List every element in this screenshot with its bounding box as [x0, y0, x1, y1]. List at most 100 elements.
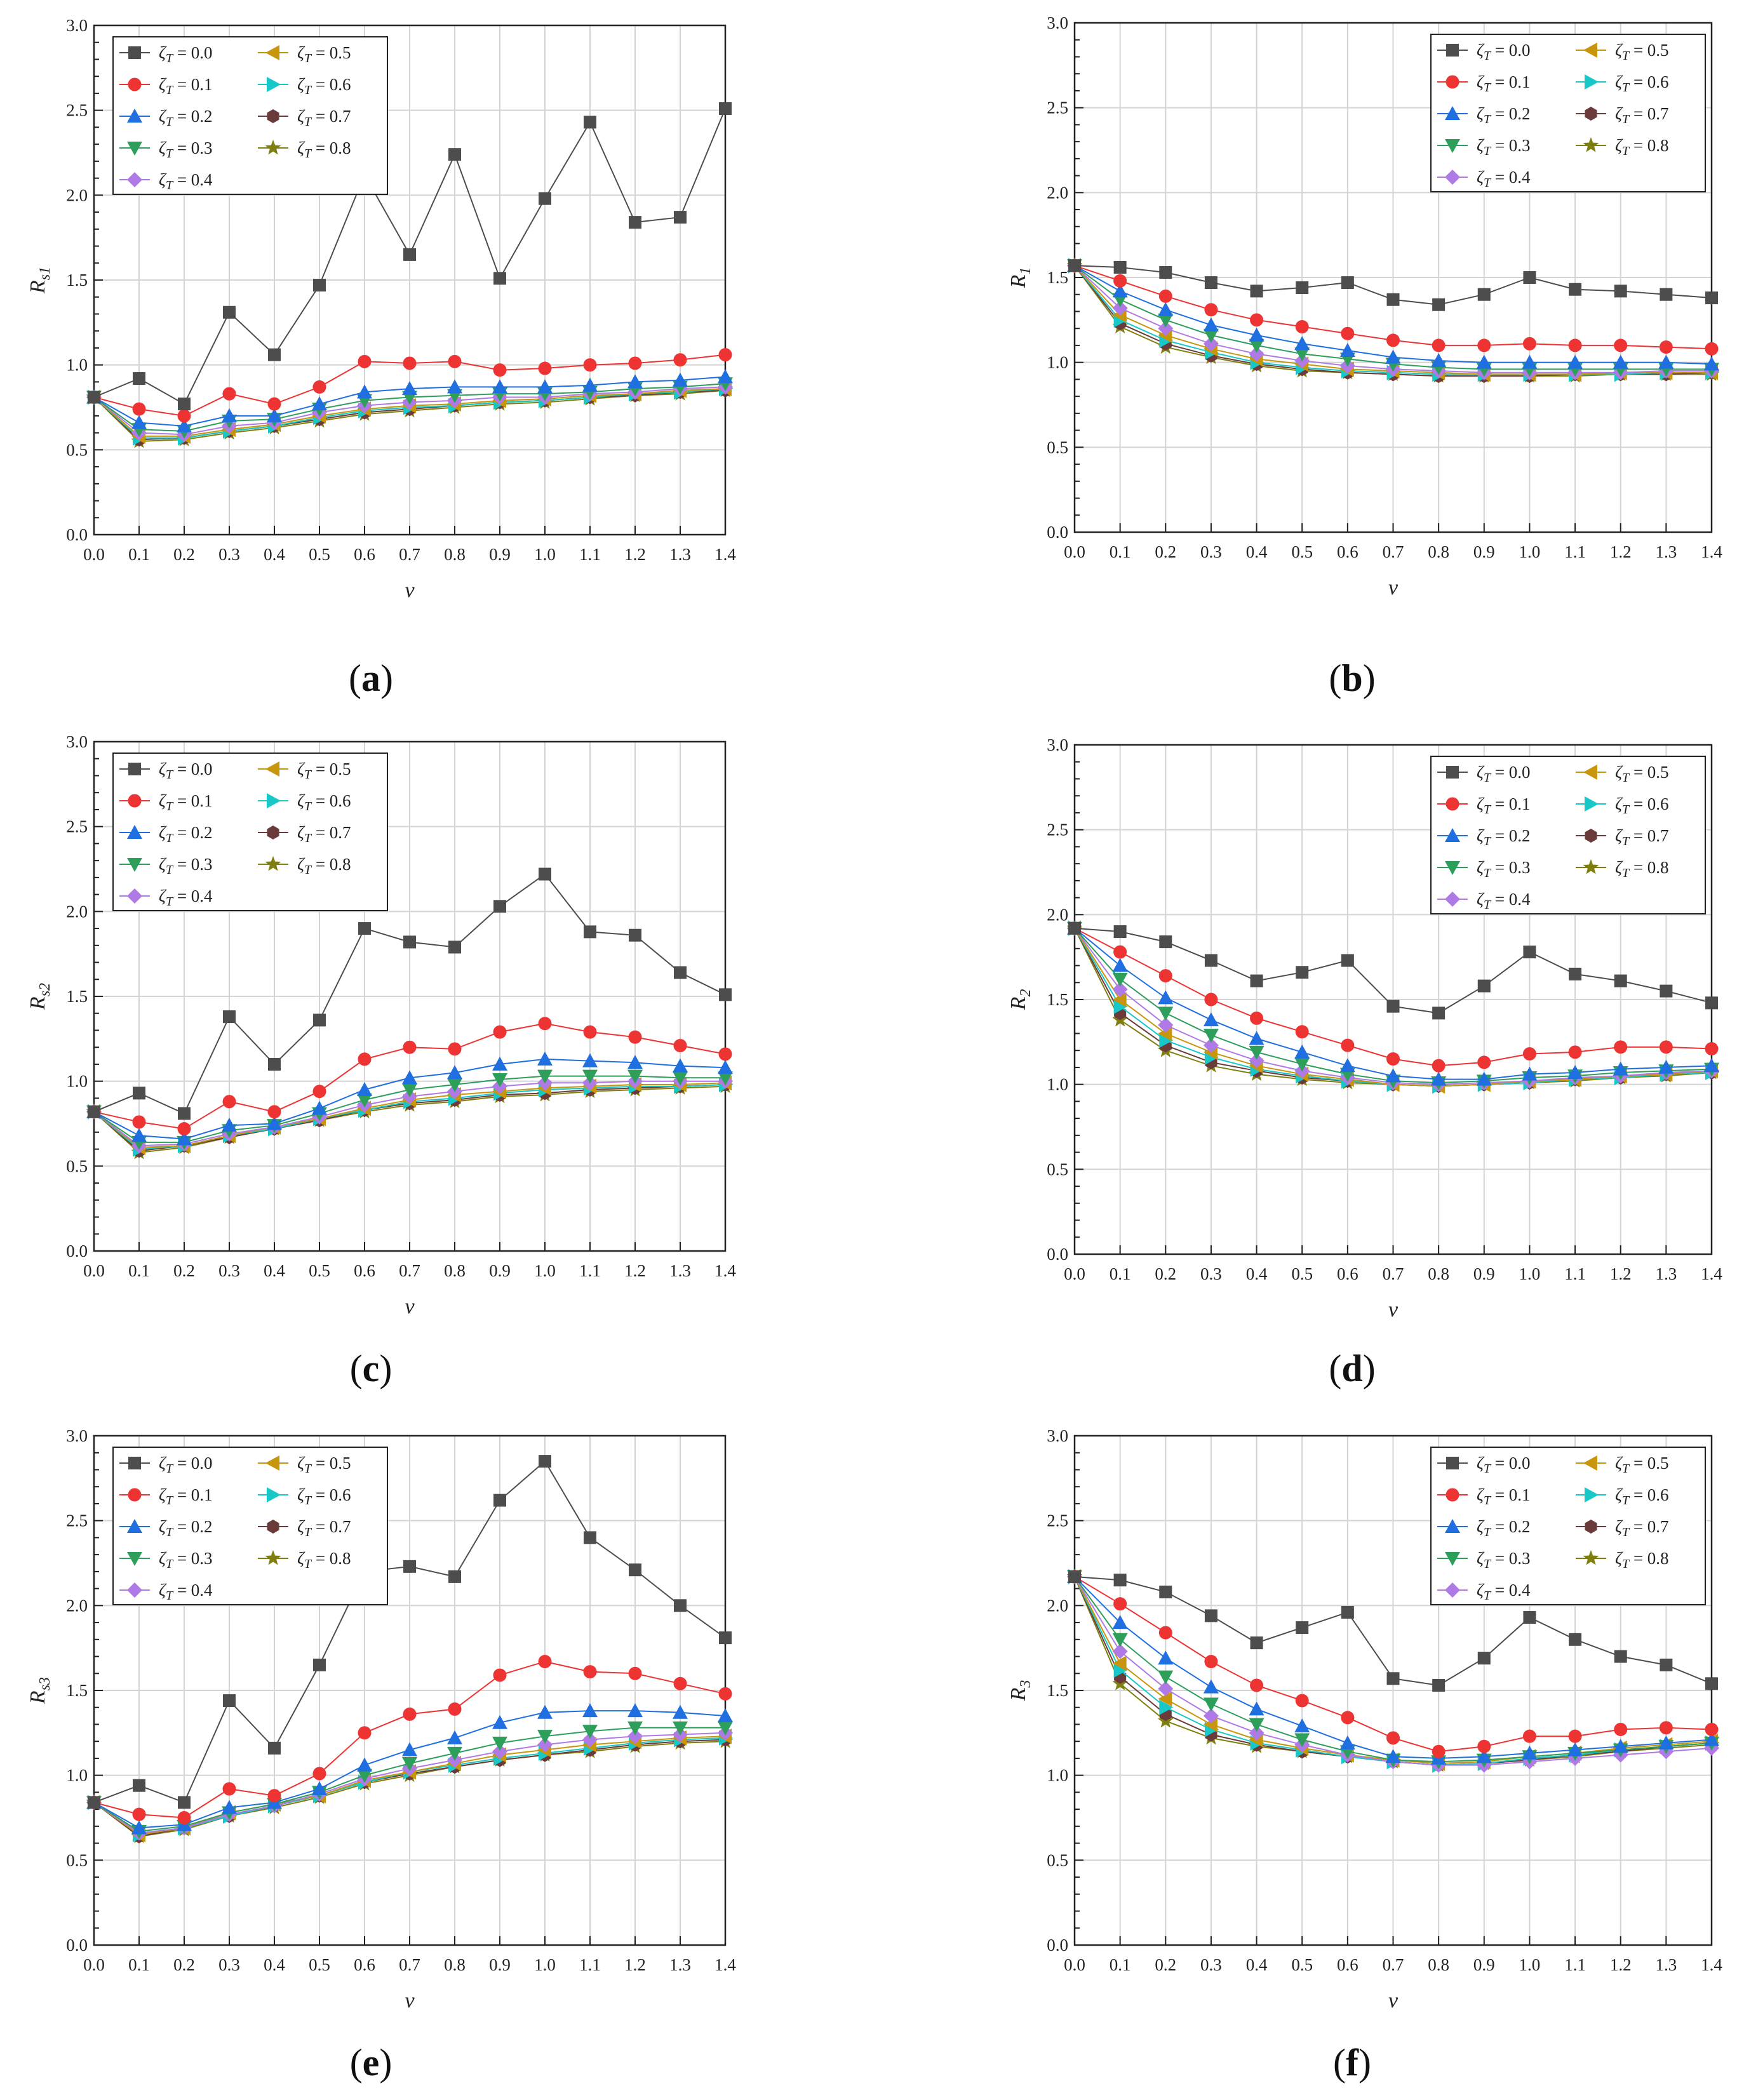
- legend-entry: ζT = 0.7: [1576, 104, 1669, 126]
- data-point: [177, 1131, 192, 1146]
- x-tick-label: 0.0: [83, 1955, 105, 1974]
- legend-entry: ζT = 0.3: [1437, 136, 1531, 158]
- legend-marker: [1445, 106, 1460, 120]
- data-point: [1296, 1621, 1309, 1635]
- legend-marker: [127, 172, 142, 187]
- legend-label: ζT = 0.2: [1477, 1517, 1531, 1539]
- x-tick-label: 0.0: [83, 1261, 105, 1280]
- x-tick-label: 0.1: [128, 545, 150, 564]
- x-tick-label: 0.7: [1383, 1264, 1404, 1283]
- data-point: [402, 381, 417, 396]
- x-tick-label: 0.3: [218, 1261, 240, 1280]
- data-point: [584, 1531, 596, 1544]
- data-point: [1431, 1071, 1447, 1086]
- data-point: [674, 966, 687, 979]
- legend-entry: ζT = 0.0: [1437, 41, 1531, 63]
- data-point: [629, 928, 641, 942]
- data-point: [718, 1687, 732, 1701]
- legend-marker: [265, 140, 281, 155]
- x-tick-label: 1.4: [1701, 542, 1722, 561]
- data-point: [1113, 1597, 1127, 1611]
- legend-entry: ζT = 0.3: [119, 1549, 213, 1571]
- legend-marker: [267, 1487, 281, 1502]
- legend-marker: [265, 45, 279, 60]
- data-point: [1158, 313, 1174, 328]
- x-tick-label: 0.5: [1291, 1955, 1313, 1974]
- y-tick-label: 3.0: [1047, 13, 1068, 32]
- data-point: [1294, 336, 1310, 351]
- data-point: [1569, 1633, 1582, 1646]
- x-tick-label: 1.0: [1519, 1955, 1541, 1974]
- legend-marker: [1446, 1457, 1459, 1469]
- legend-label: ζT = 0.3: [1477, 858, 1531, 880]
- legend-label: ζT = 0.0: [159, 43, 213, 65]
- x-tick-label: 0.6: [1337, 542, 1358, 561]
- data-point: [1112, 300, 1128, 316]
- x-axis-label: ν: [1388, 576, 1399, 599]
- data-point: [358, 922, 371, 935]
- legend-box: [112, 752, 388, 911]
- x-tick-label: 0.3: [1200, 1955, 1222, 1974]
- data-point: [1250, 284, 1263, 298]
- legend-marker: [267, 77, 281, 92]
- data-point: [132, 1807, 146, 1821]
- data-point: [267, 397, 281, 411]
- y-tick-label: 0.0: [1047, 1245, 1068, 1264]
- x-tick-label: 1.1: [579, 1955, 601, 1974]
- x-tick-label: 1.1: [1564, 542, 1586, 561]
- data-point: [1386, 293, 1400, 306]
- legend-label: ζT = 0.6: [297, 1485, 351, 1508]
- data-point: [312, 380, 326, 394]
- legend-marker: [127, 142, 142, 156]
- data-point: [1112, 1615, 1128, 1629]
- data-point: [1659, 340, 1673, 354]
- data-point: [1249, 1045, 1264, 1060]
- data-point: [448, 1042, 462, 1056]
- legend-marker: [1445, 892, 1460, 907]
- legend-box: [112, 36, 388, 195]
- chart-panel-c: 0.0 0.5 1.0 1.5 2.0 2.5 3.0 0.0 0.1 0.2 0.3 0.4 0.5 0…: [26, 732, 736, 1389]
- data-point: [538, 1017, 552, 1031]
- legend-entry: ζT = 0.1: [119, 791, 213, 813]
- legend-entry: ζT = 0.5: [1576, 1454, 1669, 1476]
- data-point: [537, 1069, 553, 1084]
- x-tick-label: 1.4: [714, 1955, 736, 1974]
- legend-entry: ζT = 0.0: [119, 43, 213, 65]
- data-point: [1658, 354, 1674, 369]
- y-axis-label: R3: [1007, 1680, 1034, 1702]
- x-tick-label: 0.6: [1337, 1264, 1358, 1283]
- data-point: [1249, 327, 1264, 342]
- x-tick-label: 1.2: [1610, 1264, 1632, 1283]
- legend-entry: ζT = 0.3: [1437, 1549, 1531, 1571]
- legend-label: ζT = 0.0: [1477, 1454, 1531, 1476]
- legend-entry: ζT = 0.3: [119, 138, 213, 161]
- y-tick-label: 2.5: [66, 1511, 88, 1530]
- y-tick-label: 3.0: [66, 16, 88, 35]
- x-tick-label: 0.1: [1110, 1955, 1131, 1974]
- legend-entry: ζT = 0.0: [1437, 1454, 1531, 1476]
- legend-entry: ζT = 0.1: [1437, 72, 1531, 95]
- data-point: [357, 1757, 372, 1772]
- data-point: [1432, 338, 1446, 352]
- data-point: [1523, 1611, 1536, 1624]
- data-point: [673, 1071, 688, 1086]
- data-point: [177, 409, 191, 423]
- data-point: [403, 248, 416, 261]
- legend-entry: ζT = 0.2: [1437, 104, 1531, 126]
- legend-marker: [127, 1582, 142, 1598]
- legend-entry: ζT = 0.2: [119, 1517, 213, 1539]
- data-point: [1113, 274, 1127, 288]
- legend-marker: [1445, 1519, 1460, 1533]
- legend-entry: ζT = 0.6: [1576, 794, 1669, 817]
- legend-label: ζT = 0.6: [297, 75, 351, 97]
- y-tick-label: 0.5: [66, 1850, 88, 1869]
- y-tick-label: 1.5: [1047, 1681, 1068, 1700]
- data-point: [1249, 1718, 1264, 1732]
- data-point: [358, 1726, 372, 1740]
- legend-marker: [1445, 828, 1460, 842]
- data-point: [1614, 284, 1627, 298]
- legend-entry: ζT = 0.0: [1437, 763, 1531, 785]
- data-point: [1386, 1672, 1400, 1685]
- data-point: [719, 102, 732, 115]
- data-point: [718, 1721, 733, 1736]
